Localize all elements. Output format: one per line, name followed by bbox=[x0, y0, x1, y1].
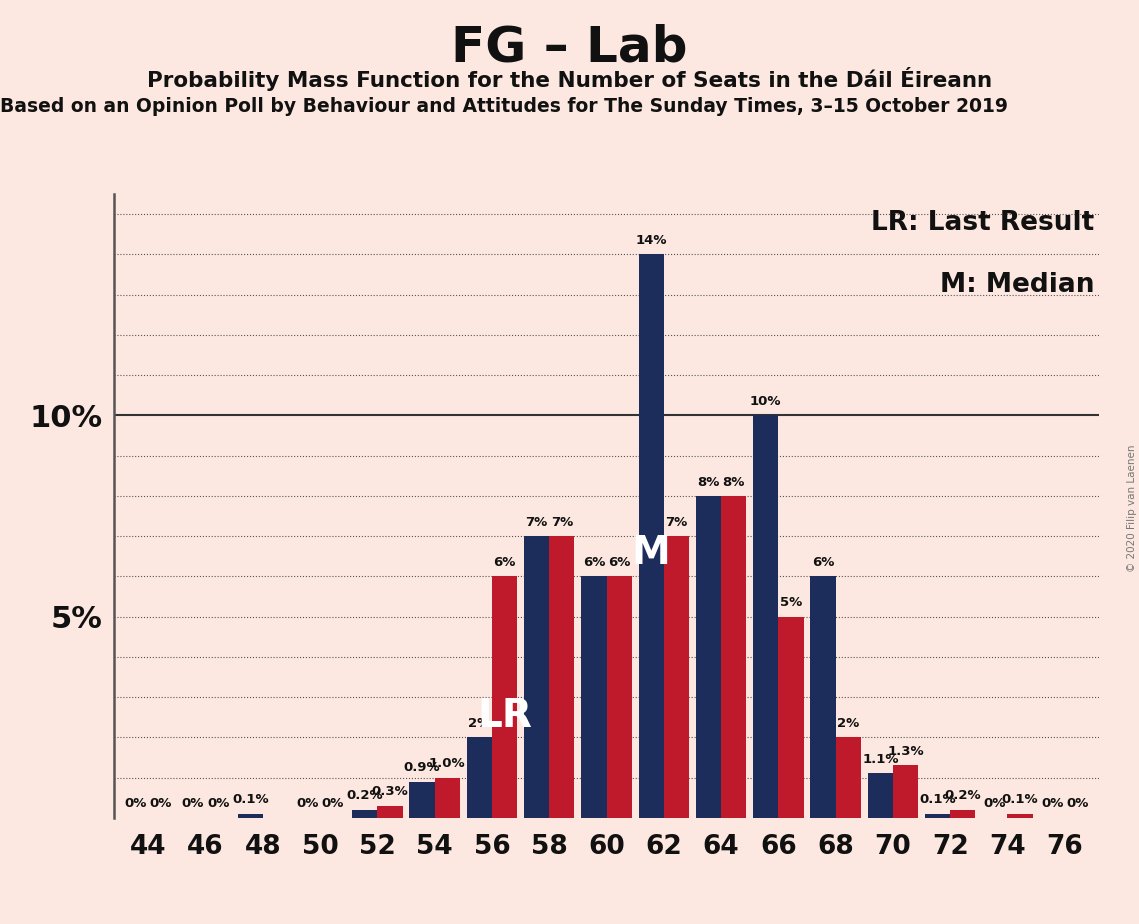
Bar bbox=[950, 809, 975, 818]
Bar bbox=[352, 809, 377, 818]
Text: FG – Lab: FG – Lab bbox=[451, 23, 688, 71]
Bar bbox=[836, 737, 861, 818]
Text: 0.2%: 0.2% bbox=[346, 789, 383, 802]
Text: 0%: 0% bbox=[207, 797, 229, 810]
Bar bbox=[893, 765, 918, 818]
Text: 8%: 8% bbox=[722, 476, 745, 489]
Text: 5%: 5% bbox=[780, 596, 802, 609]
Bar bbox=[467, 737, 492, 818]
Text: © 2020 Filip van Laenen: © 2020 Filip van Laenen bbox=[1128, 444, 1137, 572]
Bar bbox=[524, 536, 549, 818]
Bar bbox=[410, 782, 435, 818]
Bar bbox=[753, 416, 778, 818]
Text: 0.1%: 0.1% bbox=[1002, 794, 1039, 807]
Bar bbox=[925, 814, 950, 818]
Bar bbox=[606, 577, 632, 818]
Bar bbox=[696, 496, 721, 818]
Text: 0%: 0% bbox=[296, 797, 319, 810]
Text: 14%: 14% bbox=[636, 234, 667, 247]
Bar bbox=[664, 536, 689, 818]
Text: 7%: 7% bbox=[665, 516, 688, 529]
Text: 1.0%: 1.0% bbox=[429, 758, 466, 771]
Text: 0.9%: 0.9% bbox=[403, 761, 441, 774]
Text: 0%: 0% bbox=[124, 797, 147, 810]
Text: 1.1%: 1.1% bbox=[862, 753, 899, 766]
Text: 10%: 10% bbox=[749, 395, 781, 408]
Text: 0%: 0% bbox=[321, 797, 344, 810]
Bar bbox=[581, 577, 606, 818]
Text: 0%: 0% bbox=[182, 797, 204, 810]
Text: Probability Mass Function for the Number of Seats in the Dáil Éireann: Probability Mass Function for the Number… bbox=[147, 67, 992, 91]
Bar bbox=[811, 577, 836, 818]
Text: 0.1%: 0.1% bbox=[232, 794, 269, 807]
Bar bbox=[639, 254, 664, 818]
Text: 0.1%: 0.1% bbox=[919, 794, 956, 807]
Text: LR: LR bbox=[477, 698, 532, 736]
Text: LR: Last Result: LR: Last Result bbox=[871, 210, 1095, 236]
Bar bbox=[721, 496, 746, 818]
Text: 0%: 0% bbox=[1066, 797, 1089, 810]
Text: 7%: 7% bbox=[525, 516, 548, 529]
Text: 0.2%: 0.2% bbox=[944, 789, 981, 802]
Bar bbox=[377, 806, 402, 818]
Text: 7%: 7% bbox=[551, 516, 573, 529]
Text: 0%: 0% bbox=[1041, 797, 1064, 810]
Text: 6%: 6% bbox=[493, 556, 516, 569]
Text: 6%: 6% bbox=[812, 556, 834, 569]
Text: 2%: 2% bbox=[468, 717, 491, 730]
Text: 2%: 2% bbox=[837, 717, 859, 730]
Text: M: Median: M: Median bbox=[940, 272, 1095, 298]
Bar bbox=[868, 773, 893, 818]
Text: 1.3%: 1.3% bbox=[887, 745, 924, 759]
Text: 0%: 0% bbox=[149, 797, 172, 810]
Text: 6%: 6% bbox=[583, 556, 605, 569]
Bar bbox=[435, 777, 460, 818]
Bar bbox=[549, 536, 574, 818]
Bar bbox=[238, 814, 263, 818]
Text: Based on an Opinion Poll by Behaviour and Attitudes for The Sunday Times, 3–15 O: Based on an Opinion Poll by Behaviour an… bbox=[0, 97, 1008, 116]
Text: 0%: 0% bbox=[984, 797, 1006, 810]
Bar bbox=[492, 577, 517, 818]
Bar bbox=[1008, 814, 1033, 818]
Text: 8%: 8% bbox=[697, 476, 720, 489]
Text: M: M bbox=[632, 534, 671, 572]
Text: 0.3%: 0.3% bbox=[371, 785, 409, 798]
Bar bbox=[778, 616, 803, 818]
Text: 6%: 6% bbox=[608, 556, 630, 569]
